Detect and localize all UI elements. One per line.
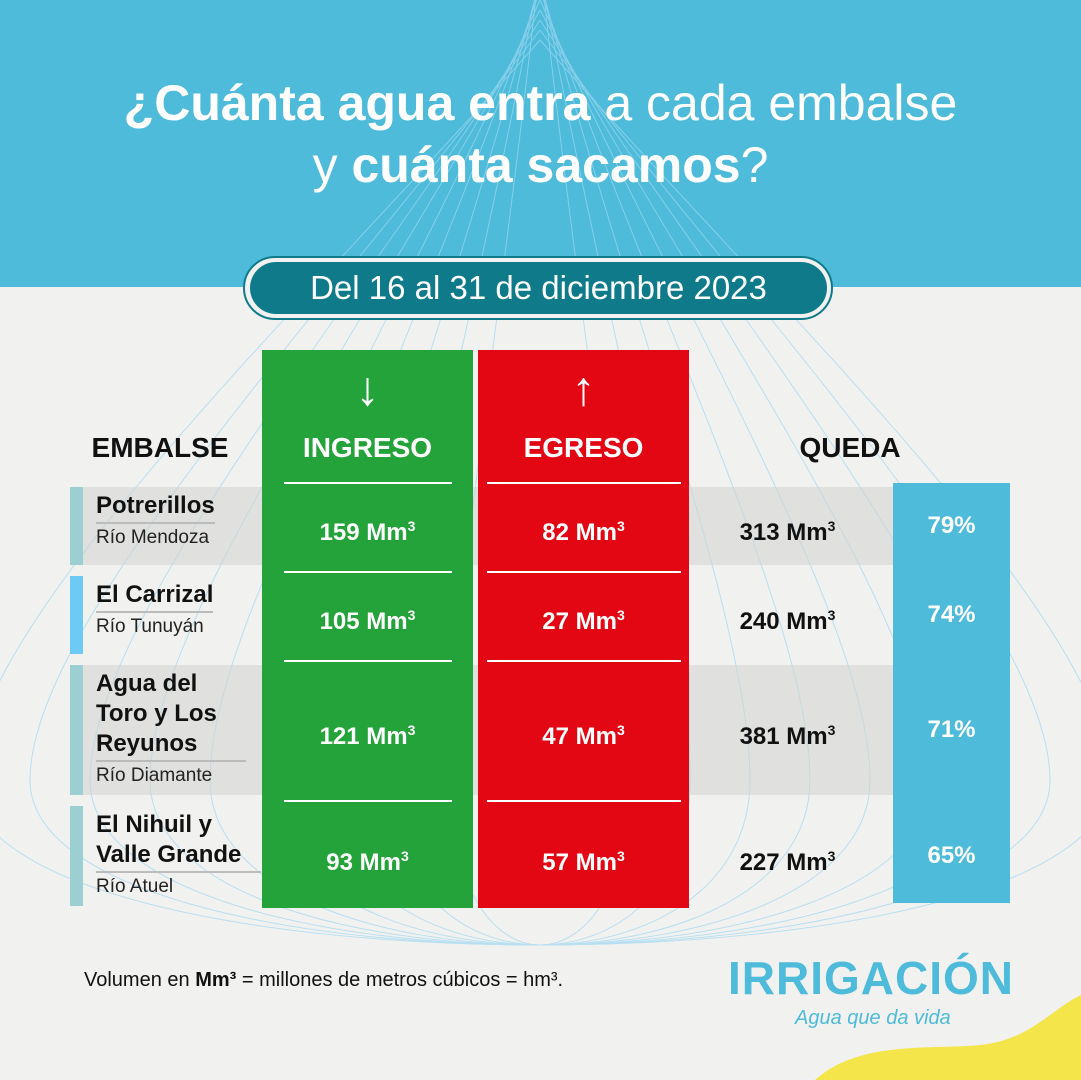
row-accent-bar [70, 665, 83, 795]
egreso-value: 27 Mm3 [542, 607, 625, 635]
reservoir-name: Agua del Toro y Los Reyunos [96, 669, 246, 762]
reservoir-name: El Nihuil y Valle Grande [96, 810, 261, 873]
logo: IRRIGACIÓN [728, 952, 1014, 1004]
separator [487, 482, 681, 484]
header-egreso: EGRESO [523, 432, 644, 463]
reservoir-label: Agua del Toro y Los Reyunos Río Diamante [96, 669, 246, 788]
footnote: Volumen en Mm³ = millones de metros cúbi… [84, 969, 564, 991]
percent-value: 71% [927, 716, 976, 743]
reservoir-label: El Carrizal Río Tunuyán [96, 580, 261, 639]
drop-contour-line [0, 39, 1081, 946]
ingreso-column [262, 350, 473, 908]
arrow-down-icon: ↓ [355, 363, 380, 416]
separator [284, 571, 452, 573]
reservoir-name: Potrerillos [96, 491, 215, 524]
egreso-value: 82 Mm3 [542, 518, 625, 546]
ingreso-value: 93 Mm3 [326, 848, 409, 876]
percent-value: 74% [927, 601, 976, 628]
separator [487, 660, 681, 662]
row-accent-bar [70, 806, 83, 906]
egreso-value: 47 Mm3 [542, 722, 625, 750]
logo-tagline: Agua que da vida [795, 1007, 951, 1029]
header-embalse: EMBALSE [91, 432, 229, 463]
row-accent-bar [70, 487, 83, 565]
queda-value: 381 Mm3 [739, 722, 836, 750]
header-queda: QUEDA [799, 432, 901, 463]
arrow-up-icon: ↑ [571, 363, 596, 416]
percent-value: 79% [927, 512, 976, 539]
percent-value: 65% [927, 842, 976, 869]
river-name: Río Atuel [96, 876, 174, 897]
page-title: ¿Cuánta agua entra a cada embalse y cuán… [123, 75, 958, 193]
ingreso-value: 121 Mm3 [319, 722, 416, 750]
river-name: Río Mendoza [96, 527, 210, 548]
egreso-column [478, 350, 689, 908]
queda-value: 313 Mm3 [739, 518, 836, 546]
header-band [0, 0, 1081, 287]
queda-value: 227 Mm3 [739, 848, 836, 876]
separator [284, 800, 452, 802]
separator [284, 660, 452, 662]
ingreso-value: 105 Mm3 [319, 607, 416, 635]
row-accent-bar [70, 576, 83, 654]
separator [284, 482, 452, 484]
ingreso-value: 159 Mm3 [319, 518, 416, 546]
reservoir-label: El Nihuil y Valle Grande Río Atuel [96, 810, 261, 899]
period-label: Del 16 al 31 de diciembre 2023 [250, 262, 827, 314]
river-name: Río Diamante [96, 765, 213, 786]
header-ingreso: INGRESO [302, 432, 433, 463]
reservoir-label: Potrerillos Río Mendoza [96, 491, 261, 550]
reservoir-name: El Carrizal [96, 580, 214, 613]
separator [487, 800, 681, 802]
separator [487, 571, 681, 573]
yellow-wave [815, 995, 1081, 1080]
river-name: Río Tunuyán [96, 616, 204, 637]
queda-value: 240 Mm3 [739, 607, 836, 635]
egreso-value: 57 Mm3 [542, 848, 625, 876]
percent-column [893, 483, 1010, 903]
